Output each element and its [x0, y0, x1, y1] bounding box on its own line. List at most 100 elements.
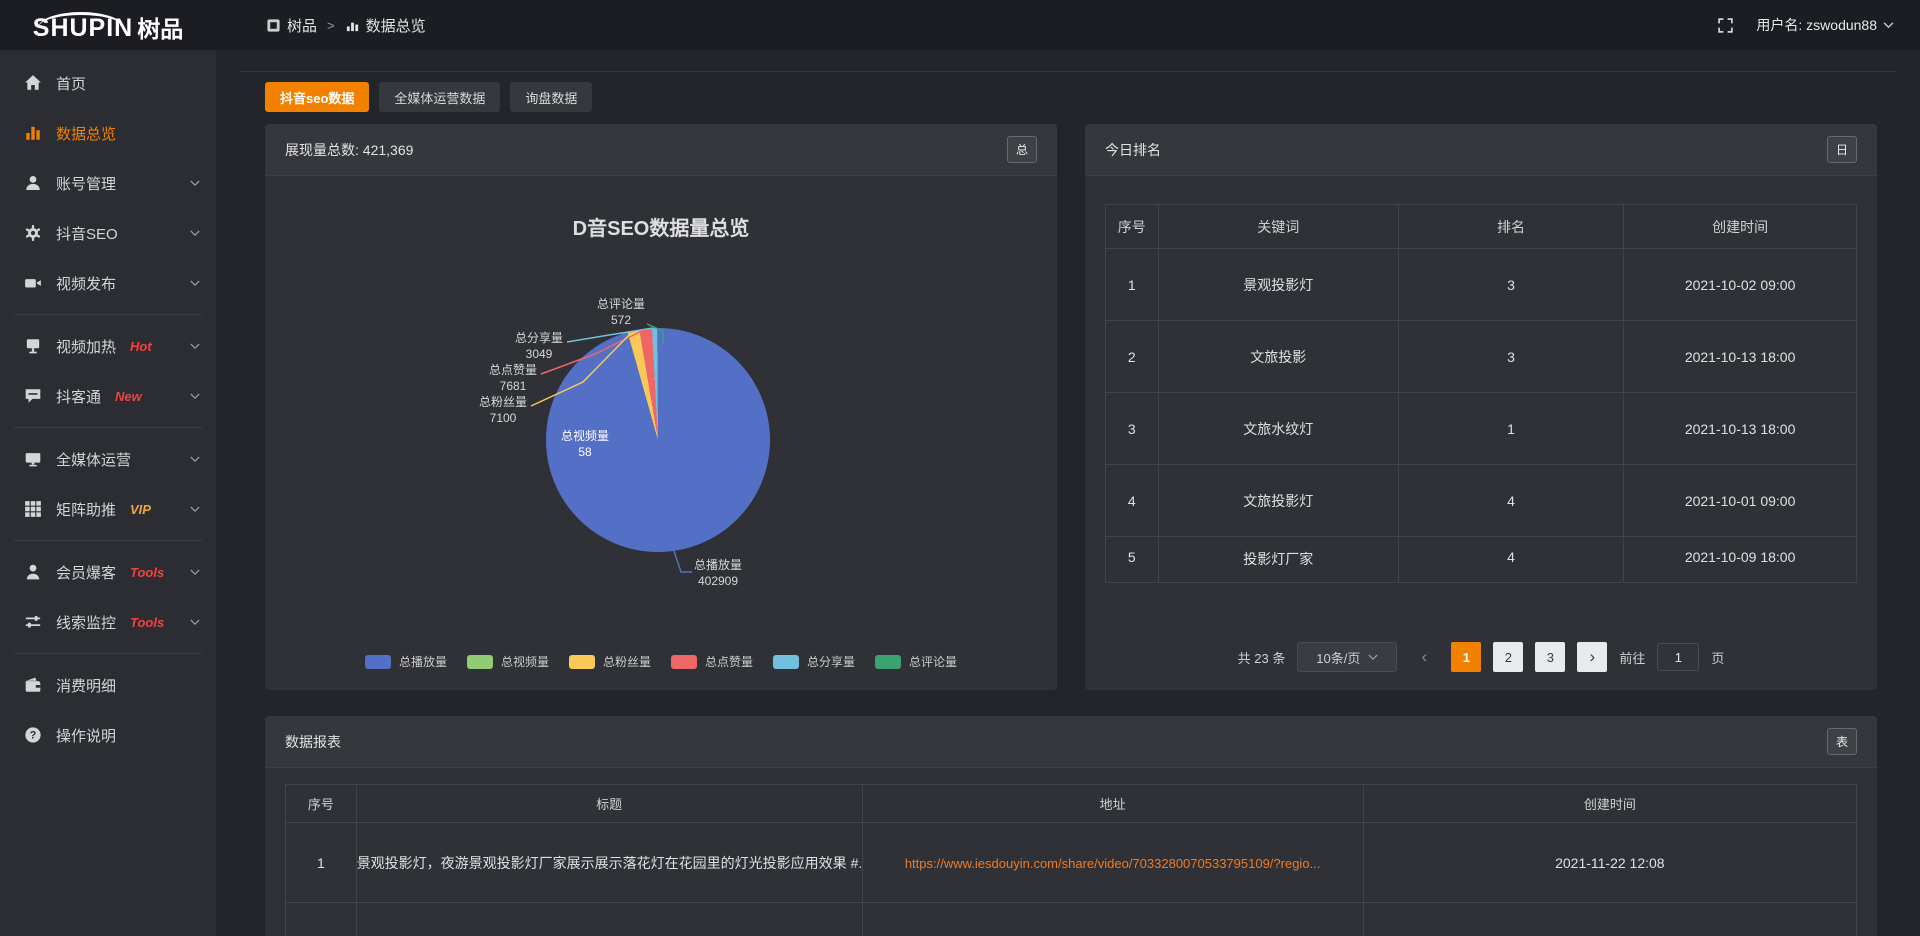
- table-badge-button[interactable]: 表: [1827, 728, 1857, 755]
- pie-label-name: 总点赞量: [488, 363, 537, 377]
- sidebar-item-video-heat[interactable]: 视频加热 Hot: [0, 321, 216, 371]
- video-link[interactable]: https://www.iesdouyin.com/share/video/70…: [904, 855, 1321, 871]
- grid-icon: [24, 500, 42, 518]
- page-size-select[interactable]: 10条/页: [1297, 642, 1398, 672]
- legend-label: 总点赞量: [705, 655, 754, 669]
- chat-bubble-icon: [24, 387, 42, 405]
- legend-chip: [364, 654, 391, 669]
- table-row: 2 文旅投影 3 2021-10-13 18:00: [1105, 320, 1857, 393]
- sidebar-item-label: 线索监控: [56, 614, 117, 632]
- sidebar-item-doketong[interactable]: 抖客通 New: [0, 371, 216, 421]
- sidebar-item-help[interactable]: ? 操作说明: [0, 710, 216, 760]
- sliders-icon: [24, 613, 42, 631]
- new-badge: New: [115, 388, 142, 404]
- cell-no: 4: [1105, 464, 1159, 537]
- cell-created: 2021-10-13 18:00: [1623, 392, 1857, 465]
- tab-inquiry-data[interactable]: 询盘数据: [510, 82, 593, 112]
- sidebar-divider: [14, 540, 202, 541]
- cell-created: 2021-10-01 09:00: [1623, 464, 1857, 537]
- pie-label-name: 总视频量: [560, 429, 609, 443]
- sidebar-item-video-publish[interactable]: 视频发布: [0, 258, 216, 308]
- username-label: 用户名: zswodun88: [1756, 17, 1877, 33]
- ranking-title: 今日排名: [1105, 141, 1161, 158]
- tab-media-operation-data[interactable]: 全媒体运营数据: [379, 82, 501, 112]
- pie-label-name: 总分享量: [514, 331, 563, 345]
- signboard-icon: [24, 337, 42, 355]
- column-header: 创建时间: [1623, 204, 1857, 249]
- legend-item-fans[interactable]: 总粉丝量: [568, 653, 651, 670]
- page-button-1[interactable]: 1: [1451, 642, 1482, 672]
- user-menu[interactable]: 用户名: zswodun88: [1756, 15, 1894, 35]
- pie-label-name: 总播放量: [694, 558, 743, 572]
- pie-label-value: 402909: [697, 574, 739, 588]
- cell-rank: 3: [1397, 320, 1625, 393]
- legend-item-plays[interactable]: 总播放量: [364, 653, 447, 670]
- pie-label-value: 572: [610, 313, 631, 327]
- tab-douyin-seo-data[interactable]: 抖音seo数据: [265, 82, 370, 112]
- next-page-button[interactable]: ›: [1577, 642, 1608, 672]
- tools-badge: Tools: [130, 614, 165, 630]
- pie-chart-area: D音SEO数据量总览 总评论量 572 总分享量 3049 总点赞量 7681: [265, 176, 1057, 690]
- sidebar-item-clue-monitor[interactable]: 线索监控 Tools: [0, 597, 216, 647]
- legend-item-comments[interactable]: 总评论量: [875, 653, 957, 670]
- legend-item-shares[interactable]: 总分享量: [773, 653, 855, 670]
- legend-item-videos[interactable]: 总视频量: [466, 653, 549, 670]
- sidebar-item-media-operation[interactable]: 全媒体运营: [0, 434, 216, 484]
- total-badge-button[interactable]: 总: [1007, 136, 1037, 163]
- cell-url: https://www.iesdouyin.com/share/video/70…: [861, 822, 1364, 903]
- sidebar-item-label: 抖客通: [56, 388, 102, 406]
- seo-data-card: 展现量总数: 421,369 总 D音SEO数据量总览 总评论量 572 总分享…: [265, 124, 1057, 690]
- legend-label: 总分享量: [807, 655, 856, 669]
- goto-page-input[interactable]: [1657, 643, 1700, 671]
- page-button-3[interactable]: 3: [1535, 642, 1566, 672]
- sidebar-item-member-baoke[interactable]: 会员爆客 Tools: [0, 547, 216, 597]
- pie-label-value: 7100: [489, 411, 517, 425]
- hot-badge: Hot: [130, 338, 152, 354]
- legend-label: 总评论量: [909, 655, 958, 669]
- sidebar-item-data-overview[interactable]: 数据总览: [0, 108, 216, 158]
- table-row: 5 投影灯厂家 4 2021-10-09 18:00: [1105, 536, 1857, 583]
- sidebar-item-home[interactable]: 首页: [0, 58, 216, 108]
- sidebar-item-account[interactable]: 账号管理: [0, 158, 216, 208]
- fullscreen-icon[interactable]: [1717, 17, 1734, 34]
- sidebar-divider: [14, 314, 202, 315]
- sidebar-item-label: 账号管理: [56, 175, 117, 193]
- sidebar-item-douyin-seo[interactable]: 抖音SEO: [0, 208, 216, 258]
- chevron-down-icon: [190, 506, 200, 513]
- table-row: 3 文旅水纹灯 1 2021-10-13 18:00: [1105, 392, 1857, 465]
- breadcrumb-home[interactable]: 树品: [266, 15, 317, 36]
- day-badge-button[interactable]: 日: [1827, 136, 1857, 163]
- tools-badge: Tools: [130, 564, 165, 580]
- page-size-value: 10条/页: [1316, 650, 1361, 666]
- legend-item-likes[interactable]: 总点赞量: [671, 653, 753, 670]
- cell-no: 5: [1105, 536, 1159, 583]
- pie-label-value: 58: [578, 445, 592, 459]
- sidebar: 首页 数据总览 账号管理 抖音SEO 视频发布 视频加热 Hot 抖客通 New…: [0, 50, 216, 936]
- main-content: 抖音seo数据 全媒体运营数据 询盘数据 展现量总数: 421,369 总 D音…: [216, 50, 1920, 936]
- person-icon: [24, 563, 42, 581]
- cell-keyword: 文旅投影: [1157, 320, 1399, 393]
- legend-chip: [671, 654, 697, 669]
- shupin-icon: [267, 18, 280, 32]
- app-logo: SHUPIN 树品: [0, 10, 216, 41]
- sidebar-item-matrix-boost[interactable]: 矩阵助推 VIP: [0, 484, 216, 534]
- table-row: 1 景观投影灯，夜游景观投影灯厂家展示展示落花灯在花园里的灯光投影应用效果 #.…: [285, 822, 1858, 903]
- bar-chart-icon: [346, 22, 358, 31]
- pie-label-likes: 总点赞量 7681: [489, 362, 537, 394]
- cell-no: 3: [1105, 392, 1159, 465]
- ranking-card-header: 今日排名 日: [1085, 124, 1877, 176]
- legend-chip: [875, 654, 902, 669]
- pie-label-comments: 总评论量 572: [597, 296, 645, 328]
- breadcrumb-current[interactable]: 数据总览: [345, 15, 426, 36]
- prev-page-button[interactable]: ‹: [1409, 642, 1439, 672]
- pie-label-value: 3049: [525, 347, 553, 361]
- logo-arc: [38, 11, 124, 28]
- topbar-right: 用户名: zswodun88: [1717, 15, 1920, 35]
- logo-text-cn: 树品: [137, 15, 184, 42]
- legend-chip: [568, 654, 595, 669]
- sidebar-divider: [14, 427, 202, 428]
- legend-label: 总播放量: [398, 655, 447, 669]
- page-button-2[interactable]: 2: [1493, 642, 1524, 672]
- sidebar-item-consumption-detail[interactable]: 消费明细: [0, 660, 216, 710]
- chevron-down-icon: [190, 569, 200, 576]
